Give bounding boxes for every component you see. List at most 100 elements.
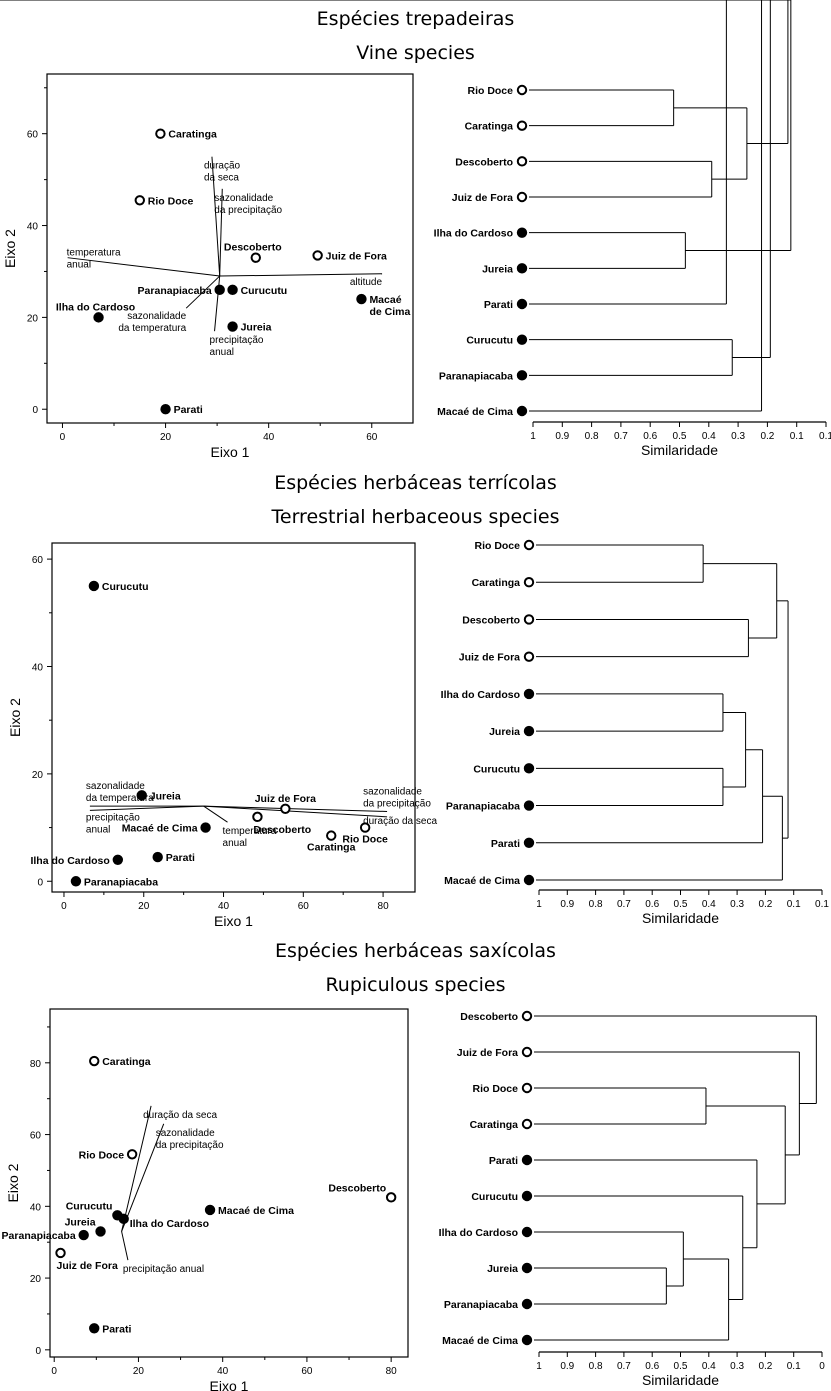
x-tick-label: 80 bbox=[378, 901, 390, 912]
leaf-label: Caratinga bbox=[472, 577, 521, 589]
leaf-label: Macaé de Cima bbox=[442, 1335, 518, 1347]
similarity-tick-label: 0.8 bbox=[585, 431, 599, 442]
filled-site-marker bbox=[356, 293, 367, 305]
rupiculous-ordination-chart: 0 20 40 60 80 0 20 40 60 80 Eixo 1 Eixo 2 duração da… bbox=[2, 1008, 409, 1391]
env-vector bbox=[219, 273, 383, 277]
open-site-marker bbox=[134, 195, 145, 206]
open-leaf-marker bbox=[521, 1010, 533, 1022]
plot-frame bbox=[46, 73, 414, 424]
env-vector bbox=[121, 1231, 129, 1261]
vector-label: sazonalidade da precipitação bbox=[363, 786, 431, 809]
x-tick-label: 60 bbox=[301, 1366, 313, 1377]
open-site-marker bbox=[280, 803, 291, 814]
filled-site-marker bbox=[204, 1204, 216, 1216]
leaf-label: Curucutu bbox=[473, 763, 520, 775]
terrestrial-ordination-chart: 0 20 40 60 80 0 20 40 60 Eixo 1 Eixo 2 sazonalidade… bbox=[7, 542, 437, 929]
similarity-tick-label: 0.8 bbox=[589, 899, 603, 910]
similarity-tick-label: 1 bbox=[536, 899, 542, 910]
leaf-label: Rio Doce bbox=[474, 540, 520, 552]
open-site-marker bbox=[126, 1149, 138, 1160]
vector-label: precipitação anual bbox=[210, 335, 264, 358]
filled-site-marker bbox=[78, 1229, 89, 1241]
open-leaf-marker bbox=[523, 614, 535, 625]
similarity-axis-title: Similaridade bbox=[642, 1372, 719, 1388]
open-leaf-marker bbox=[521, 1046, 533, 1058]
open-site-marker bbox=[359, 822, 371, 833]
x-tick-label: 0 bbox=[60, 432, 66, 443]
env-vector bbox=[203, 805, 388, 812]
site-label: Parati bbox=[174, 404, 203, 416]
leaf-label: Rio Doce bbox=[472, 1083, 518, 1095]
y-tick-label: 80 bbox=[30, 1059, 42, 1070]
vector-label: sazonalidade da precipitação bbox=[156, 1128, 224, 1151]
leaf-label: Caratinga bbox=[465, 121, 514, 133]
vector-label: duração da seca bbox=[204, 161, 241, 184]
filled-site-marker bbox=[93, 312, 104, 323]
site-label: Juiz de Fora bbox=[255, 793, 316, 805]
similarity-tick-label: 0.7 bbox=[614, 431, 628, 442]
similarity-tick-label: 0.7 bbox=[617, 1361, 631, 1372]
env-vector bbox=[121, 1123, 165, 1232]
terrestrial-title-pt: Espécies herbáceas terrícolas bbox=[274, 472, 557, 494]
similarity-tick-label: 0.5 bbox=[674, 899, 688, 910]
y-tick-label: 0 bbox=[32, 405, 38, 416]
x-tick-label: 0 bbox=[61, 901, 67, 912]
site-label: Parati bbox=[102, 1323, 131, 1335]
filled-leaf-marker bbox=[523, 725, 535, 737]
env-vector bbox=[121, 1105, 152, 1232]
filled-site-marker bbox=[70, 876, 82, 887]
y-tick-label: 0 bbox=[35, 1346, 41, 1357]
vine-title-en: Vine species bbox=[356, 42, 475, 64]
similarity-tick-label: 0.1 bbox=[815, 899, 829, 910]
y-tick-label: 20 bbox=[32, 770, 44, 781]
similarity-tick-label: 0.6 bbox=[645, 899, 659, 910]
y-tick-label: 60 bbox=[32, 555, 44, 566]
vector-label: duração da seca bbox=[363, 816, 437, 827]
env-vector bbox=[211, 156, 221, 277]
terrestrial-title-en: Terrestrial herbaceous species bbox=[271, 506, 560, 528]
leaf-label: Parati bbox=[484, 299, 513, 311]
x-tick-label: 60 bbox=[366, 432, 378, 443]
open-site-marker bbox=[89, 1055, 100, 1067]
filled-site-marker bbox=[112, 854, 124, 865]
vector-label: altitude bbox=[350, 277, 383, 288]
filled-leaf-marker bbox=[523, 874, 535, 886]
x-tick-label: 20 bbox=[160, 432, 172, 443]
rupiculous-title-pt: Espécies herbáceas saxícolas bbox=[275, 940, 556, 962]
leaf-label: Macaé de Cima bbox=[444, 875, 520, 887]
open-leaf-marker bbox=[521, 1082, 533, 1094]
leaf-label: Curucutu bbox=[466, 335, 513, 347]
filled-leaf-marker bbox=[523, 837, 535, 848]
filled-site-marker bbox=[214, 284, 225, 296]
filled-leaf-marker bbox=[521, 1190, 533, 1202]
site-label: Ilha do Cardoso bbox=[56, 301, 135, 313]
filled-leaf-marker bbox=[521, 1154, 533, 1166]
site-label: Curucutu bbox=[66, 1200, 113, 1212]
vine-dendrogram-chart: Rio Doce Caratinga Descoberto Juiz de Fora I… bbox=[0, 0, 831, 458]
leaf-label: Juiz de Fora bbox=[452, 192, 513, 204]
site-label: Rio Doce bbox=[79, 1149, 125, 1161]
open-leaf-marker bbox=[516, 191, 528, 203]
similarity-tick-label: 0.7 bbox=[617, 899, 631, 910]
open-leaf-marker bbox=[523, 539, 535, 551]
rupiculous-title-en: Rupiculous species bbox=[325, 974, 506, 996]
similarity-axis-title: Similaridade bbox=[642, 910, 719, 926]
leaf-label: Juiz de Fora bbox=[457, 1047, 518, 1059]
y-tick-label: 60 bbox=[27, 130, 39, 141]
open-site-marker bbox=[250, 252, 261, 263]
similarity-tick-label: 0.1 bbox=[787, 1361, 801, 1372]
filled-leaf-marker bbox=[516, 263, 528, 274]
open-leaf-marker bbox=[516, 120, 528, 131]
open-site-marker bbox=[385, 1192, 397, 1203]
similarity-tick-label: 0.4 bbox=[702, 899, 716, 910]
similarity-tick-label: 0.5 bbox=[673, 431, 687, 442]
similarity-tick-label: 0.1 bbox=[787, 899, 801, 910]
site-label: Rio Doce bbox=[342, 834, 388, 846]
site-label: Jureia bbox=[150, 790, 181, 802]
similarity-tick-label: 0.5 bbox=[674, 1361, 688, 1372]
leaf-label: Descoberto bbox=[462, 614, 520, 626]
env-vector bbox=[203, 805, 388, 818]
site-label: Juiz de Fora bbox=[326, 250, 387, 262]
y-axis-title: Eixo 2 bbox=[2, 229, 18, 268]
site-label: Macaé de Cima bbox=[369, 294, 410, 318]
